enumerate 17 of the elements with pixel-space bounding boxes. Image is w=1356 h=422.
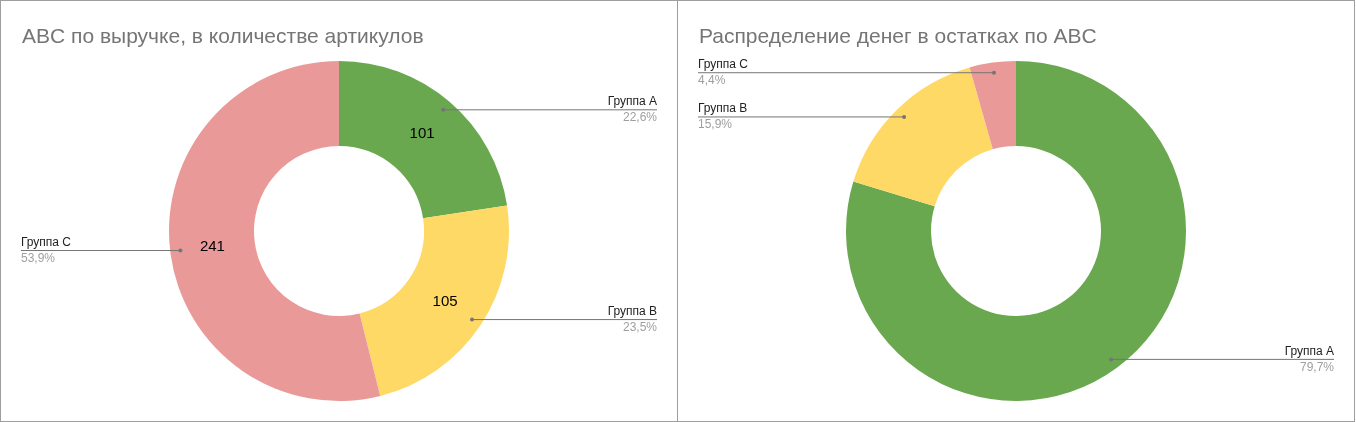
text: 105 — [432, 291, 458, 309]
slice-label: Группа B — [607, 303, 657, 318]
data-label: 79,7% — [1299, 359, 1335, 374]
data-label: 22,6% — [622, 110, 658, 125]
slice-label: Группа A — [607, 94, 657, 109]
chart-title: Распределение денег в остатках по ABC — [699, 24, 1097, 47]
chart-title: ABC по выручке, в количестве артикулов — [22, 24, 424, 47]
slice-label: Группа B — [698, 101, 748, 116]
text: 101 — [409, 124, 435, 142]
slice-label: Группа A — [1284, 343, 1334, 358]
data-label: 23,5% — [622, 319, 658, 334]
text: 241 — [199, 236, 225, 254]
data-label: 53,9% — [21, 250, 56, 265]
data-label: 4,4% — [698, 73, 726, 88]
data-label: 15,9% — [698, 117, 733, 132]
slice-label: Группа C — [698, 57, 749, 72]
slice-label: Группа C — [21, 234, 72, 249]
